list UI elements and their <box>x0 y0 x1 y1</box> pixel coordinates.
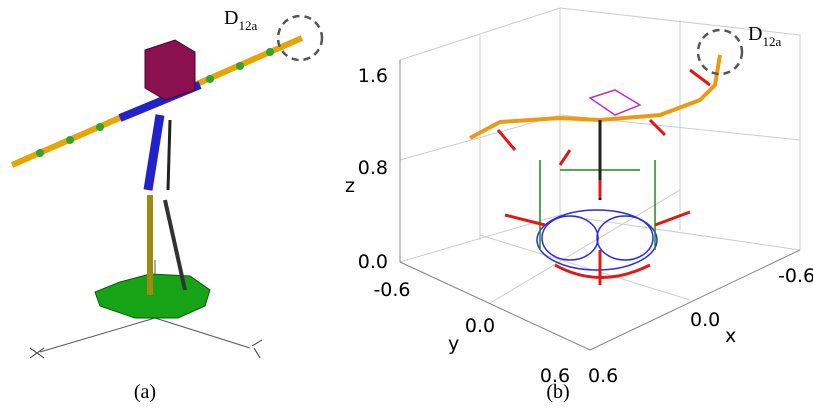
x-label: x <box>725 325 736 347</box>
y-tick: 0.0 <box>465 315 495 337</box>
z-tick: 0.8 <box>358 157 388 179</box>
axis-line <box>40 318 155 352</box>
panel-b: D12a 1.6 0.8 0.0 z -0.6 0.0 0.6 y 0.6 0.… <box>345 8 813 403</box>
box <box>145 40 195 100</box>
marker-main: D <box>224 7 238 29</box>
marker-main: D <box>748 23 762 45</box>
caption: (b) <box>546 381 569 403</box>
z-tick: 0.0 <box>358 251 388 273</box>
caption: (a) <box>134 381 156 403</box>
marker-sub: 12a <box>762 34 781 49</box>
box <box>590 90 640 115</box>
arm <box>148 115 160 190</box>
x-tick: 0.6 <box>588 365 618 387</box>
actuator <box>168 120 170 190</box>
axis-glyph <box>30 340 262 358</box>
marker-sub: 12a <box>238 18 257 33</box>
panel-a: D12a (a) <box>12 7 322 403</box>
x-tick: -0.6 <box>778 265 813 287</box>
figure: D12a (a) D12a 1.6 <box>0 0 813 412</box>
z-tick: 1.6 <box>358 65 388 87</box>
y-tick: -0.6 <box>373 279 410 301</box>
y-label: y <box>448 333 459 355</box>
axis-line <box>155 318 250 348</box>
box-edge <box>400 60 800 350</box>
base <box>537 120 657 270</box>
marker-label: D12a <box>224 7 257 33</box>
marker-label: D12a <box>748 23 781 49</box>
marker-circle <box>698 30 742 74</box>
z-label: z <box>345 175 355 197</box>
x-tick: 0.0 <box>690 309 720 331</box>
